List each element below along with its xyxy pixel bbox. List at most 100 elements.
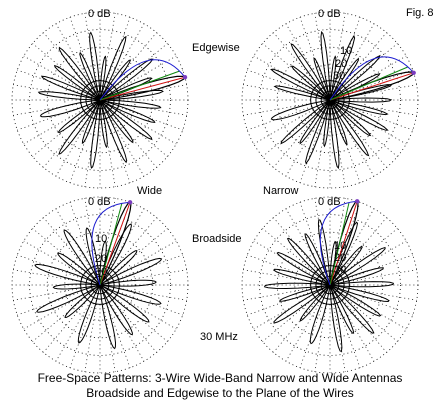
sidelobe <box>99 55 107 101</box>
sidelobe <box>58 46 101 101</box>
sidelobe <box>52 283 101 290</box>
sidelobe <box>99 284 162 305</box>
back-lobe <box>309 284 331 345</box>
sidelobe <box>329 246 386 286</box>
sidelobe <box>329 57 359 101</box>
sidelobe <box>36 284 101 313</box>
grid-spoke <box>299 118 324 183</box>
grid-spoke <box>273 114 318 168</box>
sidelobe <box>90 99 101 169</box>
tick-0db-narrow-broadside: 0 dB <box>318 196 341 208</box>
sidelobe <box>99 257 163 286</box>
grid-spoke <box>336 118 361 183</box>
grid-circle <box>259 214 401 356</box>
grid-ring <box>315 85 345 115</box>
sidelobe <box>54 64 101 101</box>
grid-spoke <box>299 202 324 267</box>
sidelobe <box>329 99 370 157</box>
sidelobe <box>273 268 331 286</box>
marker-arc-blue <box>91 201 131 286</box>
grid-spoke <box>69 202 94 267</box>
grid-spoke <box>348 254 413 279</box>
sidelobe <box>320 30 331 101</box>
grid-spoke <box>285 301 321 362</box>
sidelobe <box>58 99 101 155</box>
tick-30-narrow-broadside: 30 <box>334 264 347 276</box>
label-edgewise: Edgewise <box>192 42 240 54</box>
grid-spoke <box>43 114 88 168</box>
back-lobe <box>39 99 101 118</box>
caption-line-2: Broadside and Edgewise to the Plane of t… <box>86 386 354 400</box>
peak-marker <box>127 200 133 205</box>
grid-spoke <box>285 116 321 177</box>
sidelobe <box>329 99 389 116</box>
sidelobe <box>290 43 331 101</box>
tick-20-narrow-broadside: 20 <box>334 252 347 264</box>
marker-line-red <box>99 202 131 286</box>
grid-circle <box>29 29 171 171</box>
sidelobe <box>329 99 348 146</box>
sidelobe <box>329 281 395 288</box>
sidelobe <box>329 284 382 317</box>
grid-circle <box>294 249 366 321</box>
sidelobe <box>37 91 101 101</box>
label-wide: Wide <box>137 185 163 197</box>
grid-circle <box>29 214 171 356</box>
sidelobe <box>63 229 101 286</box>
sidelobe <box>89 31 101 101</box>
sidelobe <box>99 99 134 144</box>
sidelobe <box>79 51 101 101</box>
sidelobe <box>99 284 150 323</box>
marker-arc-blue <box>99 59 186 101</box>
tick-20-wide-broadside: 20 <box>95 253 108 265</box>
grid-circle <box>46 231 154 339</box>
sidelobe <box>99 250 138 286</box>
tick-0db-narrow-edgewise: 0 dB <box>318 8 341 20</box>
grid-spoke <box>247 106 312 131</box>
sidelobe <box>329 245 363 286</box>
sidelobe <box>329 97 393 103</box>
sidelobe <box>329 54 381 101</box>
sidelobe <box>280 99 331 145</box>
grid-spoke <box>23 55 84 91</box>
sidelobe <box>85 227 101 286</box>
sidelobe <box>313 57 331 101</box>
sidelobe <box>40 75 101 101</box>
label-narrow: Narrow <box>263 185 299 197</box>
grid-circle <box>46 46 154 154</box>
tick-10-narrow-edgewise: 10 <box>340 45 353 57</box>
sidelobe <box>329 99 389 131</box>
grid-spoke <box>336 303 361 368</box>
sidelobe <box>279 284 331 302</box>
grid-spoke <box>247 291 312 316</box>
grid-spoke <box>32 228 86 273</box>
grid-spoke <box>299 17 324 82</box>
grid-circle <box>64 249 136 321</box>
grid-spoke <box>333 304 346 372</box>
marker-line-green <box>329 202 350 286</box>
sidelobe <box>99 89 164 101</box>
sidelobe <box>99 284 133 336</box>
grid-spoke <box>109 23 145 84</box>
sidelobe <box>329 284 343 353</box>
grid-spoke <box>344 297 398 342</box>
grid-spoke <box>43 299 88 353</box>
tick-10-narrow-broadside: 10 <box>334 240 347 252</box>
grid-spoke <box>342 114 387 168</box>
sidelobe <box>99 35 127 101</box>
sidelobe <box>99 59 132 101</box>
tick-10-wide-broadside: 10 <box>95 233 108 245</box>
sidelobe <box>323 99 331 148</box>
sidelobe <box>99 99 108 149</box>
tick-0db-wide-edgewise: 0 dB <box>88 8 111 20</box>
grid-circle <box>64 64 136 136</box>
sidelobe <box>299 284 331 322</box>
figure-label: Fig. 8 <box>406 7 434 19</box>
sidelobe <box>57 252 101 286</box>
sidelobe <box>273 284 331 324</box>
tick-20-narrow-edgewise: 20 <box>335 58 348 70</box>
marker-line-red <box>329 201 358 286</box>
grid-spoke <box>106 118 131 183</box>
back-lobe <box>270 99 331 121</box>
marker-arc-blue <box>329 56 415 101</box>
